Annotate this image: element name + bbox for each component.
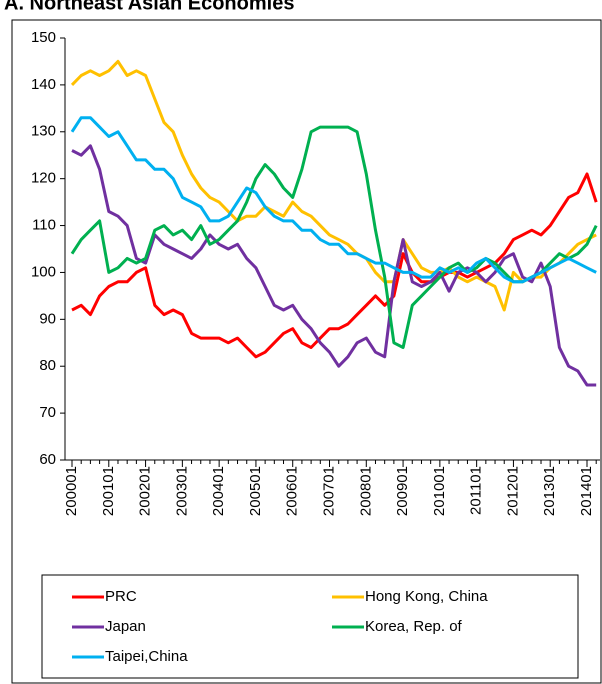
legend-label: Taipei,China (105, 648, 188, 665)
legend-label: Korea, Rep. of (365, 618, 463, 635)
x-tick-label: 200901 (394, 466, 411, 516)
y-tick-label: 70 (39, 404, 56, 421)
series-line (71, 144, 597, 387)
x-tick-label: 200101 (100, 466, 117, 516)
legend-label: PRC (105, 588, 137, 605)
x-tick-label: 200601 (284, 466, 301, 516)
y-tick-label: 150 (31, 29, 56, 46)
x-tick-label: 201201 (504, 466, 521, 516)
series-line (71, 172, 598, 359)
y-tick-label: 90 (39, 310, 56, 327)
y-tick-label: 80 (39, 357, 56, 374)
y-tick-label: 140 (31, 76, 56, 93)
legend-label: Japan (105, 618, 146, 635)
x-tick-label: 200801 (357, 466, 374, 516)
x-tick-label: 200701 (320, 466, 337, 516)
y-tick-label: 130 (31, 123, 56, 140)
x-tick-label: 201401 (578, 466, 595, 516)
x-tick-label: 200301 (173, 466, 190, 516)
y-tick-label: 120 (31, 170, 56, 187)
x-tick-label: 201001 (431, 466, 448, 516)
legend-box (41, 574, 579, 679)
chart-title: A. Northeast Asian Economies (4, 0, 294, 14)
x-tick-label: 200501 (247, 466, 264, 516)
series-line (70, 125, 598, 349)
y-tick-label: 60 (39, 451, 56, 468)
y-tick-label: 100 (31, 263, 56, 280)
x-tick-label: 200201 (137, 466, 154, 516)
x-tick-label: 201101 (468, 466, 485, 515)
legend-label: Hong Kong, China (365, 588, 488, 605)
x-tick-label: 201301 (541, 466, 558, 516)
y-tick-label: 110 (32, 217, 56, 234)
x-tick-label: 200001 (63, 466, 80, 516)
x-tick-label: 200401 (210, 466, 227, 516)
series-line (70, 116, 597, 284)
series-line (70, 59, 597, 312)
chart-frame (11, 19, 602, 684)
